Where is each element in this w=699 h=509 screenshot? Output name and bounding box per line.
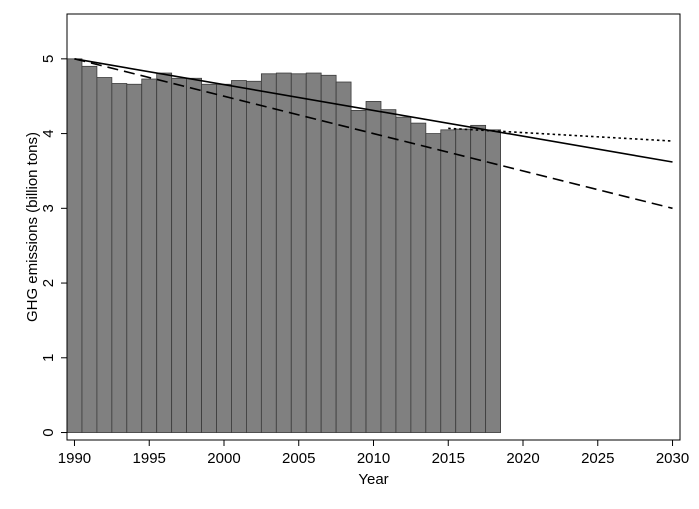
y-tick-label-3: 3 [40,204,57,212]
x-tick-label-2020: 2020 [506,450,539,467]
x-tick-label-1995: 1995 [133,450,166,467]
plot-frame [66,13,681,441]
bar-2004 [275,72,292,433]
bar-1993 [111,83,128,433]
x-tick-label-2025: 2025 [581,450,614,467]
bar-2012 [395,116,412,433]
bar-2017 [470,124,487,433]
bar-1992 [96,77,113,433]
bar-1990 [66,58,83,433]
y-tick-label-4: 4 [40,129,57,137]
bar-2002 [246,80,262,433]
y-tick-label-2: 2 [40,279,57,287]
x-tick-label-2005: 2005 [282,450,315,467]
bar-2008 [335,81,352,433]
y-tick-label-1: 1 [40,354,57,362]
bar-2013 [410,122,427,433]
bar-1997 [171,77,188,433]
dashed-trend-line [74,58,673,210]
bar-2000 [216,83,232,433]
x-tick-label-2010: 2010 [357,450,390,467]
axes-layer: 0 1 2 3 4 5 1990 1995 2000 2005 2010 2015 2020 2025 20… [40,55,689,467]
bar-2009 [350,110,367,433]
bar-1994 [126,83,143,433]
x-tick-label-2000: 2000 [207,450,240,467]
bar-1996 [156,72,173,433]
solid-trend-line [74,58,673,163]
bar-2007 [320,74,337,433]
bar-1991 [81,65,98,433]
bar-2006 [305,72,322,433]
y-tick-label-5: 5 [40,55,57,63]
lines-layer [74,58,673,210]
x-axis-title: Year [358,471,388,488]
bar-1995 [141,78,158,433]
bar-2003 [260,73,277,433]
bar-2014 [425,133,442,433]
bar-2001 [231,80,247,433]
bar-1999 [201,83,217,433]
x-tick-label-1990: 1990 [58,450,91,467]
x-tick-label-2015: 2015 [432,450,465,467]
bar-1998 [186,77,202,433]
dotted-trend-line [448,127,673,142]
y-tick-label-0: 0 [40,428,57,436]
bar-2016 [455,128,472,433]
bar-2005 [290,73,307,433]
bars-layer [66,58,501,433]
bar-2010 [365,101,382,433]
bar-2018 [485,129,501,433]
bar-2015 [440,129,457,433]
x-tick-label-2030: 2030 [656,450,689,467]
y-axis-title: GHG emissions (billion tons) [24,132,41,322]
bar-2011 [380,109,397,433]
